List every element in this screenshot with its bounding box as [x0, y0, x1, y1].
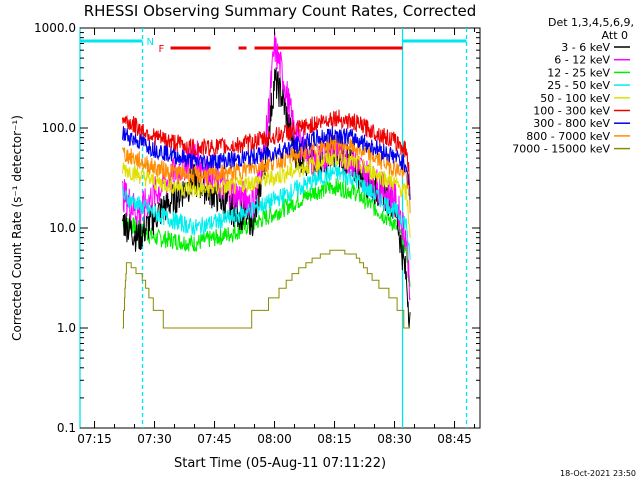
x-tick-label: 08:15 [317, 432, 352, 446]
y-axis-label: Corrected Count Rate (s⁻¹ detector⁻¹) [10, 115, 24, 341]
series-line-300-800-kev [122, 125, 411, 200]
flare-flag-label: F [159, 44, 165, 55]
detectors-label: Det 1,3,4,5,6,9, [548, 16, 634, 29]
series-line-800-7000-kev [122, 132, 411, 214]
y-tick-label: 100.0 [42, 121, 76, 135]
x-tick-label: 07:30 [137, 432, 172, 446]
y-tick-label: 10.0 [49, 221, 76, 235]
series-layer [122, 31, 411, 329]
night-flag-label: N [147, 37, 154, 48]
series-line-12-25-kev [122, 178, 411, 287]
y-tick-label: 1.0 [57, 321, 76, 335]
legend-label: 7000 - 15000 keV [512, 143, 610, 156]
ticks-layer: 07:15 07:30 07:45 08:00 08:15 08:30 08:45 0.1 1.… [34, 21, 480, 446]
footer-date: 18-Oct-2021 23:50 [560, 469, 636, 478]
x-tick-label: 08:00 [257, 432, 292, 446]
legend-label: 25 - 50 keV [547, 79, 610, 92]
legend-label: 6 - 12 keV [554, 54, 610, 67]
attenuator-label: Att 0 [602, 29, 628, 42]
x-tick-label: 07:45 [197, 432, 232, 446]
legend-label: 100 - 300 keV [533, 105, 610, 118]
x-axis-label: Start Time (05-Aug-11 07:11:22) [174, 456, 386, 471]
x-tick-label: 07:15 [77, 432, 112, 446]
y-tick-label: 1000.0 [34, 21, 76, 35]
x-tick-label: 08:30 [377, 432, 412, 446]
legend-label: 3 - 6 keV [561, 41, 610, 54]
series-line-50-100-kev [122, 148, 411, 238]
series-line-100-300-kev [122, 109, 411, 189]
legend-label: 50 - 100 keV [540, 92, 610, 105]
chart-title: RHESSI Observing Summary Count Rates, Co… [84, 2, 477, 20]
legend-label: 12 - 25 keV [547, 66, 610, 79]
series-line-25-50-kev [122, 162, 411, 260]
legend-label: 800 - 7000 keV [526, 130, 610, 143]
y-tick-label: 0.1 [57, 421, 76, 435]
legend-label: 300 - 800 keV [533, 117, 610, 130]
series-line-7000-15000-kev [122, 249, 411, 329]
x-tick-label: 08:45 [437, 432, 472, 446]
